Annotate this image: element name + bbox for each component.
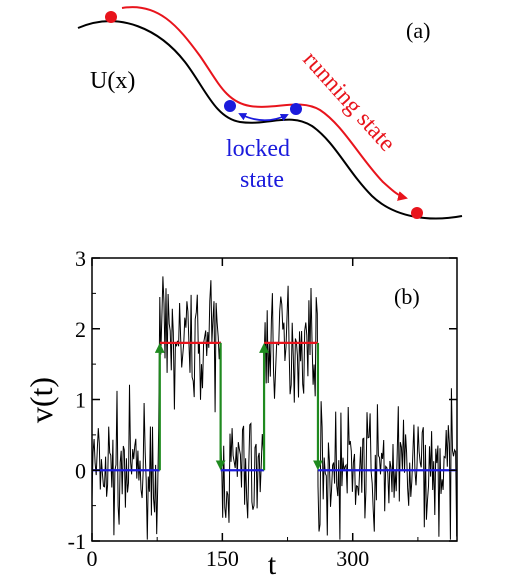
- ball-end: [411, 207, 423, 219]
- velocity-signal: [91, 276, 458, 540]
- running-path: [121, 6, 408, 201]
- potential-label: U(x): [90, 68, 135, 94]
- ball-locked-right: [290, 103, 302, 115]
- y-tick-label: 3: [75, 246, 86, 271]
- locked-oscillation-arrow: [238, 113, 289, 122]
- y-tick-label: 0: [75, 458, 86, 483]
- x-tick-label: 0: [87, 546, 98, 571]
- x-tick-label: 300: [336, 546, 369, 571]
- x-tick-label: 150: [206, 546, 239, 571]
- potential-curve: [77, 20, 463, 220]
- panel-a: (a) U(x) locked state running state: [77, 6, 463, 220]
- y-tick-label: 2: [75, 317, 86, 342]
- plot-content: [91, 276, 458, 540]
- y-tick-label: 1: [75, 388, 86, 413]
- panel-b-label: (b): [394, 284, 420, 309]
- ball-start: [105, 11, 117, 23]
- y-axis-label: v(t): [23, 377, 59, 423]
- y-tick-label: -1: [68, 529, 86, 554]
- panel-a-label: (a): [406, 18, 430, 43]
- ball-locked-left: [224, 100, 236, 112]
- locked-label-line1: locked: [226, 136, 290, 162]
- locked-label-line2: state: [240, 167, 284, 193]
- x-axis-label: t: [268, 548, 277, 580]
